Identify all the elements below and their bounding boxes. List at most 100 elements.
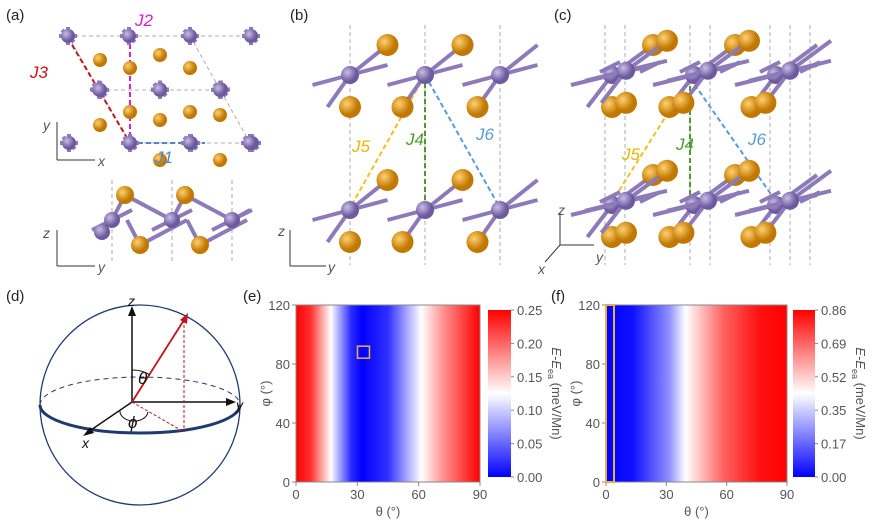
mn-atom [123, 136, 137, 150]
mn-atom [699, 61, 717, 80]
crystal-structure-side-view [91, 180, 253, 262]
colorbar-label: E-Eea (meV/Mn) [546, 347, 564, 439]
j5-label-b: J5 [351, 137, 371, 156]
j4-label-c: J4 [675, 135, 694, 154]
ligand-atom [93, 118, 107, 132]
bond [719, 190, 741, 204]
bond [799, 60, 821, 74]
ligand-atom [376, 34, 399, 56]
y-axis-label: φ (°) [258, 381, 273, 407]
minimum-marker [356, 345, 371, 359]
ligand-atom [391, 96, 414, 118]
crystal-structure-top-view [59, 27, 261, 167]
ligand-atom [376, 169, 399, 191]
mn-atom [781, 191, 799, 210]
colorbar-label-main: E-E [853, 347, 868, 369]
ligand-atom [339, 96, 361, 118]
mn-atom [122, 29, 136, 43]
y-tick-label: 0 [593, 475, 600, 490]
panel-label-d: (d) [6, 288, 25, 305]
colorbar-label-sub: ea [546, 369, 556, 379]
axis-x-d: x [81, 435, 90, 451]
axis-z-d: z [127, 293, 135, 309]
ligand-atom [754, 221, 777, 244]
theta-label: θ [138, 369, 148, 388]
mn-atom [416, 66, 434, 84]
phi-label: ϕ [128, 413, 137, 432]
crystal-structure-c [570, 25, 833, 265]
axis-y-d: y [235, 397, 244, 413]
minimum-marker [605, 304, 615, 483]
panel-label-c: (c) [554, 7, 572, 24]
ligand-atom [738, 159, 760, 182]
bond [639, 190, 661, 204]
y-tick-label: 80 [586, 357, 600, 372]
ligand-atom [153, 113, 167, 127]
axis-x-a: x [97, 153, 106, 169]
panel-label-a: (a) [6, 7, 25, 24]
mn-atom [61, 29, 75, 43]
x-tick-label: 60 [411, 487, 425, 502]
ligand-atom [466, 231, 489, 253]
ligand-atom [153, 48, 167, 62]
colorbar [793, 310, 815, 477]
ligand-atom [183, 61, 197, 75]
colorbar-tick-label: 0.69 [821, 336, 846, 351]
axis-z-c: z [557, 202, 565, 218]
mn-atom [213, 83, 227, 97]
axis-y-c: y [595, 249, 604, 265]
mn-atom [94, 224, 110, 240]
x-tick-label: 90 [780, 487, 794, 502]
x-axis-label: θ (°) [376, 504, 401, 519]
colorbar-label-main: E-E [549, 347, 564, 369]
axis-z-a2: z [42, 225, 50, 241]
x-tick-label: 30 [659, 487, 673, 502]
mn-atom [699, 191, 717, 210]
ligand-atom [176, 186, 194, 204]
colorbar-tick-label: 0.10 [517, 403, 542, 418]
ligand-atom [191, 236, 209, 254]
x-axis-label: θ (°) [684, 504, 709, 519]
mn-atom [224, 212, 240, 228]
colorbar-tick-label: 0.05 [517, 437, 542, 452]
colorbar-label-sub: ea [850, 369, 860, 379]
ligand-atom [615, 221, 637, 244]
bond [719, 60, 741, 74]
ligand-atom [339, 231, 361, 253]
j2-label: J2 [134, 11, 154, 30]
mn-atom [164, 212, 180, 228]
bond [799, 190, 821, 204]
axis-y-a2: y [97, 259, 106, 275]
ligand-atom [451, 169, 474, 191]
mn-atom [62, 136, 76, 150]
mn-atom [93, 83, 107, 97]
colorbar-label-unit: (meV/Mn) [853, 379, 868, 440]
axis-x-c: x [537, 261, 546, 277]
y-tick-label: 0 [283, 475, 290, 490]
j5-label-c: J5 [621, 145, 641, 164]
panel-label-e: (e) [243, 288, 262, 305]
colorbar-tick-label: 0.35 [821, 403, 846, 418]
mn-atom [617, 191, 635, 210]
mn-atom [617, 61, 635, 80]
colorbar-tick-label: 0.00 [517, 470, 542, 485]
mn-atom [416, 201, 434, 219]
colorbar-label-unit: (meV/Mn) [549, 379, 564, 440]
x-tick-label: 30 [350, 487, 364, 502]
mn-atom [491, 201, 509, 219]
axis-y-a: y [42, 117, 51, 133]
crystal-structure-b [311, 25, 539, 265]
ligand-atom [213, 153, 227, 167]
y-axis-label: φ (°) [568, 381, 583, 407]
ligand-atom [93, 53, 107, 67]
ligand-atom [391, 231, 414, 253]
y-tick-label: 40 [276, 416, 290, 431]
ligand-atom [738, 29, 760, 52]
mn-atom [153, 83, 167, 97]
ligand-atom [466, 96, 489, 118]
y-tick-label: 40 [586, 416, 600, 431]
ligand-atom [183, 105, 197, 119]
axis-triads [56, 122, 594, 267]
ligand-atom [123, 105, 137, 119]
